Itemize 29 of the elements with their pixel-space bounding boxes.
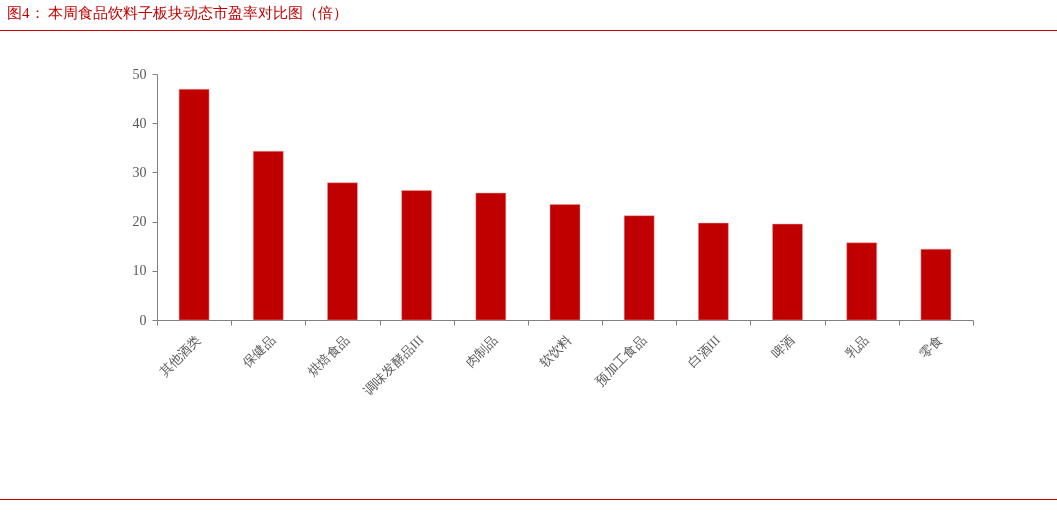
y-tick-label: 50 bbox=[132, 66, 147, 82]
x-tick-label: 乳品 bbox=[842, 332, 872, 362]
bar bbox=[623, 215, 655, 321]
y-tick-label: 40 bbox=[132, 115, 147, 131]
bar bbox=[846, 242, 877, 321]
x-tick-label: 调味发酵品III bbox=[360, 332, 427, 398]
x-tick-label: 啤酒 bbox=[768, 332, 798, 362]
bar bbox=[920, 248, 952, 321]
bar bbox=[475, 192, 507, 321]
bar bbox=[327, 182, 358, 321]
x-tick-label: 烘焙食品 bbox=[304, 332, 353, 380]
y-tick-label: 30 bbox=[132, 164, 147, 180]
bar bbox=[253, 150, 284, 321]
y-tick-label: 0 bbox=[139, 312, 147, 328]
x-tick-label: 白酒III bbox=[684, 332, 724, 371]
bar bbox=[178, 89, 210, 321]
x-tick-label: 其他酒类 bbox=[156, 332, 204, 380]
chart-title: 图4： 本周食品饮料子板块动态市盈率对比图（倍） bbox=[7, 5, 349, 21]
bar bbox=[698, 222, 729, 321]
y-tick-label: 20 bbox=[132, 214, 147, 230]
y-tick-label: 10 bbox=[132, 263, 147, 279]
x-tick-label: 软饮料 bbox=[536, 332, 575, 371]
bar bbox=[772, 223, 803, 321]
x-tick-label: 肉制品 bbox=[462, 332, 501, 371]
x-tick-label: 保健品 bbox=[239, 332, 278, 371]
bar bbox=[549, 204, 581, 321]
x-tick-label: 零食 bbox=[916, 332, 946, 362]
x-tick-label: 预加工食品 bbox=[592, 332, 649, 389]
bar bbox=[401, 190, 432, 321]
